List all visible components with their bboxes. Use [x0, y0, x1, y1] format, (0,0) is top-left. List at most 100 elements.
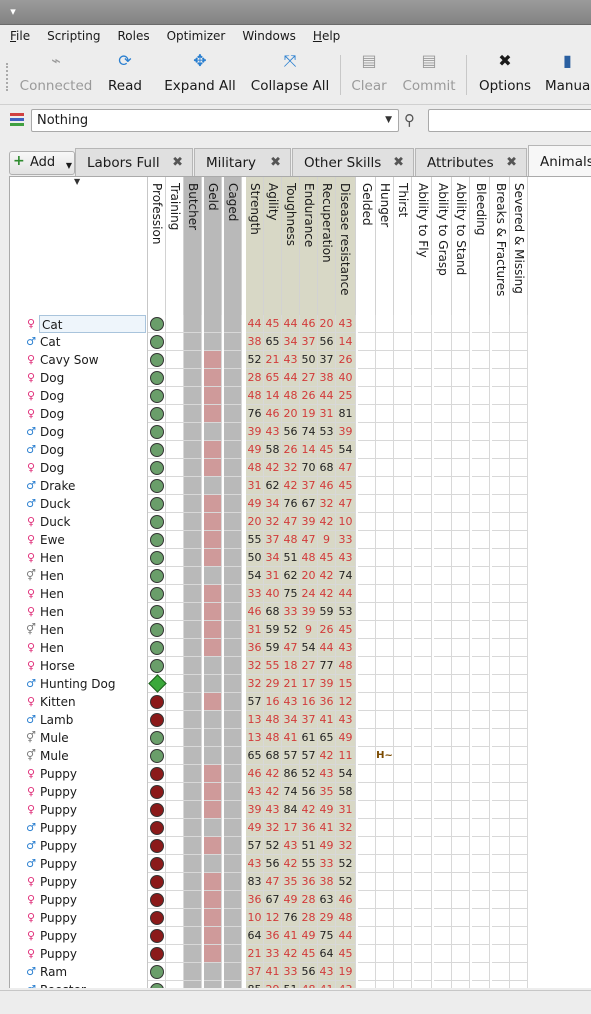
- close-icon[interactable]: ✖: [270, 155, 281, 170]
- profession-cell[interactable]: [148, 585, 166, 603]
- status-cell[interactable]: [510, 603, 528, 621]
- status-cell[interactable]: [376, 765, 394, 783]
- status-cell[interactable]: [394, 513, 412, 531]
- status-cell[interactable]: [510, 981, 528, 988]
- status-cell[interactable]: [414, 369, 432, 387]
- status-cell[interactable]: [510, 873, 528, 891]
- status-cell[interactable]: [510, 855, 528, 873]
- status-cell[interactable]: [376, 783, 394, 801]
- attribute-cell[interactable]: 74: [336, 567, 356, 585]
- profession-cell[interactable]: [148, 441, 166, 459]
- status-cell[interactable]: [434, 405, 452, 423]
- status-cell[interactable]: [434, 855, 452, 873]
- butcher-cell[interactable]: [184, 873, 202, 891]
- status-cell[interactable]: [472, 531, 490, 549]
- status-cell[interactable]: [414, 981, 432, 988]
- status-cell[interactable]: [492, 567, 510, 585]
- attribute-cell[interactable]: 46: [300, 315, 318, 333]
- status-cell[interactable]: [492, 315, 510, 333]
- caged-cell[interactable]: [224, 855, 242, 873]
- geld-cell[interactable]: [204, 891, 222, 909]
- status-cell[interactable]: [452, 765, 470, 783]
- status-cell[interactable]: [434, 927, 452, 945]
- butcher-cell[interactable]: [184, 333, 202, 351]
- attribute-cell[interactable]: 12: [336, 693, 356, 711]
- status-cell[interactable]: [166, 981, 184, 988]
- attribute-cell[interactable]: 83: [246, 873, 264, 891]
- status-cell[interactable]: [452, 657, 470, 675]
- status-cell[interactable]: [510, 801, 528, 819]
- attribute-cell[interactable]: 36: [318, 693, 336, 711]
- attribute-cell[interactable]: 39: [246, 423, 264, 441]
- attribute-cell[interactable]: 37: [300, 711, 318, 729]
- attribute-cell[interactable]: 27: [300, 369, 318, 387]
- status-cell[interactable]: [358, 513, 376, 531]
- attribute-cell[interactable]: 39: [300, 513, 318, 531]
- attribute-cell[interactable]: 13: [246, 729, 264, 747]
- attribute-cell[interactable]: 52: [336, 873, 356, 891]
- profession-cell[interactable]: [148, 387, 166, 405]
- attribute-cell[interactable]: 42: [318, 585, 336, 603]
- attribute-cell[interactable]: 29: [264, 981, 282, 988]
- attribute-cell[interactable]: 55: [300, 855, 318, 873]
- status-cell[interactable]: [492, 423, 510, 441]
- profession-cell[interactable]: [148, 405, 166, 423]
- attribute-cell[interactable]: 12: [264, 909, 282, 927]
- geld-cell[interactable]: [204, 927, 222, 945]
- attribute-cell[interactable]: 45: [336, 621, 356, 639]
- attribute-cell[interactable]: 48: [300, 549, 318, 567]
- profession-cell[interactable]: [148, 765, 166, 783]
- attribute-cell[interactable]: 37: [300, 477, 318, 495]
- attribute-cell[interactable]: 11: [336, 747, 356, 765]
- attribute-cell[interactable]: 37: [318, 351, 336, 369]
- profession-cell[interactable]: [148, 549, 166, 567]
- status-cell[interactable]: [510, 837, 528, 855]
- status-cell[interactable]: [472, 387, 490, 405]
- status-cell[interactable]: [510, 387, 528, 405]
- attribute-cell[interactable]: 74: [300, 423, 318, 441]
- status-cell[interactable]: [376, 837, 394, 855]
- status-cell[interactable]: [376, 531, 394, 549]
- status-cell[interactable]: [510, 675, 528, 693]
- attribute-cell[interactable]: 33: [264, 945, 282, 963]
- status-cell[interactable]: [510, 351, 528, 369]
- status-cell[interactable]: [394, 819, 412, 837]
- attribute-cell[interactable]: 43: [246, 855, 264, 873]
- butcher-cell[interactable]: [184, 981, 202, 988]
- status-cell[interactable]: [492, 387, 510, 405]
- attribute-cell[interactable]: 41: [264, 963, 282, 981]
- status-cell[interactable]: [492, 459, 510, 477]
- row-name-cell[interactable]: ♀ Cat: [10, 315, 148, 333]
- status-cell[interactable]: [376, 351, 394, 369]
- connected-button[interactable]: ⌁ Connected: [19, 51, 93, 94]
- attribute-cell[interactable]: 34: [264, 495, 282, 513]
- status-cell[interactable]: [166, 927, 184, 945]
- row-name-cell[interactable]: ♀ Ewe: [10, 531, 148, 549]
- status-cell[interactable]: [394, 837, 412, 855]
- status-cell[interactable]: [434, 423, 452, 441]
- attribute-cell[interactable]: 47: [336, 495, 356, 513]
- caged-cell[interactable]: [224, 873, 242, 891]
- geld-cell[interactable]: [204, 549, 222, 567]
- status-cell[interactable]: [414, 855, 432, 873]
- row-name-cell[interactable]: ♀ Puppy: [10, 891, 148, 909]
- table-row[interactable]: ♂ Duck 49 34 76 67 32 47: [10, 495, 591, 513]
- geld-cell[interactable]: [204, 369, 222, 387]
- attribute-cell[interactable]: 52: [264, 837, 282, 855]
- column-header-ability-to-fly[interactable]: Ability to Fly: [414, 177, 432, 315]
- attribute-cell[interactable]: 76: [246, 405, 264, 423]
- status-cell[interactable]: [166, 729, 184, 747]
- status-cell[interactable]: [166, 783, 184, 801]
- status-cell[interactable]: [452, 621, 470, 639]
- butcher-cell[interactable]: [184, 495, 202, 513]
- status-cell[interactable]: [414, 729, 432, 747]
- status-cell[interactable]: [472, 603, 490, 621]
- status-cell[interactable]: [492, 495, 510, 513]
- row-name-cell[interactable]: ♂ Dog: [10, 441, 148, 459]
- status-cell[interactable]: [394, 693, 412, 711]
- status-cell[interactable]: [414, 315, 432, 333]
- status-cell[interactable]: [394, 945, 412, 963]
- status-cell[interactable]: [492, 819, 510, 837]
- status-cell[interactable]: [510, 909, 528, 927]
- profession-cell[interactable]: [148, 945, 166, 963]
